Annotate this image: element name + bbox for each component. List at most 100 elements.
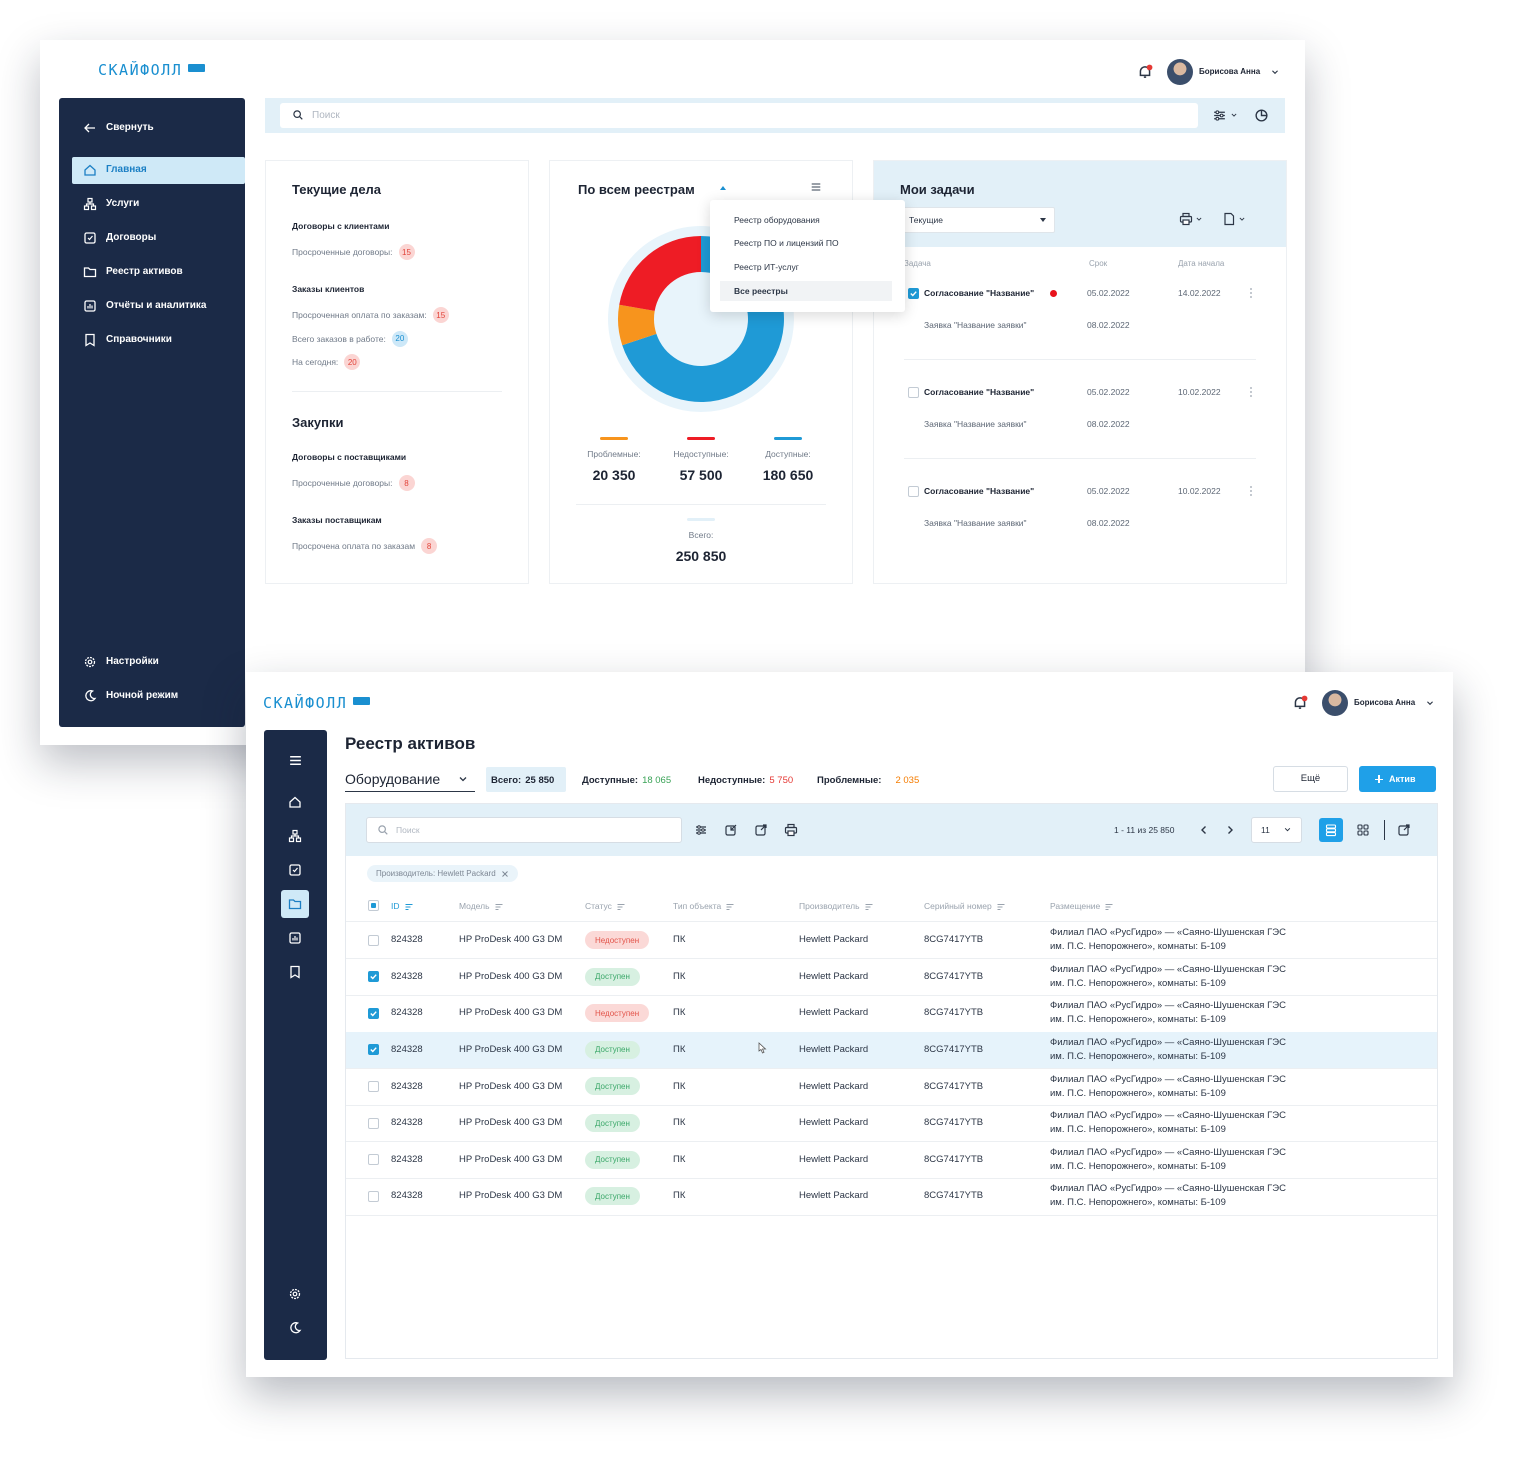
nav-item[interactable]: Реестр активов xyxy=(106,266,183,277)
search-input[interactable]: Поиск xyxy=(280,103,1198,128)
toolbar-button[interactable] xyxy=(754,823,768,837)
nav-item[interactable]: Справочники xyxy=(106,334,172,345)
export-button[interactable] xyxy=(1222,212,1236,226)
checkbox[interactable] xyxy=(908,386,919,398)
sort-icon[interactable] xyxy=(865,903,873,911)
registry-caret[interactable] xyxy=(720,186,726,190)
column-header[interactable]: Срок xyxy=(1089,259,1108,268)
search-input[interactable]: Поиск xyxy=(366,817,682,843)
avatar[interactable] xyxy=(1322,690,1348,716)
asset-id[interactable]: 824328 xyxy=(391,1080,423,1092)
checkbox[interactable] xyxy=(368,1080,379,1092)
column-header[interactable]: Задача xyxy=(904,259,931,268)
menu-toggle[interactable] xyxy=(288,753,303,768)
checkbox[interactable] xyxy=(368,1044,379,1056)
view-list[interactable] xyxy=(1324,823,1338,837)
request-name[interactable]: Заявка "Название заявки" xyxy=(924,319,1027,330)
nav-icon[interactable] xyxy=(288,1287,302,1301)
checkbox[interactable] xyxy=(368,934,379,946)
next-page[interactable] xyxy=(1223,823,1237,837)
page-size-select[interactable]: 11 xyxy=(1251,817,1302,843)
nav-item[interactable]: Настройки xyxy=(106,656,159,667)
notification-bell[interactable] xyxy=(1292,695,1308,711)
print-caret[interactable] xyxy=(1194,214,1204,224)
sort-icon[interactable] xyxy=(1105,903,1113,911)
checkbox[interactable] xyxy=(908,287,919,299)
more-button[interactable]: Ещё xyxy=(1273,766,1348,792)
toolbar-button[interactable] xyxy=(724,823,738,837)
nav-item[interactable]: Отчёты и аналитика xyxy=(106,300,207,311)
nav-item-active[interactable] xyxy=(281,890,309,918)
filter-button[interactable] xyxy=(1212,108,1227,123)
column-header[interactable]: Дата начала xyxy=(1178,259,1225,268)
column-header[interactable]: Статус xyxy=(585,902,625,911)
filter-caret[interactable] xyxy=(1229,110,1239,120)
task-filter-select[interactable]: Текущие xyxy=(901,207,1055,233)
nav-icon[interactable] xyxy=(288,965,302,979)
add-asset-button[interactable]: Актив xyxy=(1359,766,1436,792)
user-name[interactable]: Борисова Анна xyxy=(1354,698,1416,707)
column-header[interactable]: Модель xyxy=(459,902,503,911)
task-name[interactable]: Согласование "Название" xyxy=(924,287,1035,298)
asset-id[interactable]: 824328 xyxy=(391,934,423,946)
request-name[interactable]: Заявка "Название заявки" xyxy=(924,418,1027,429)
asset-id[interactable]: 824328 xyxy=(391,1190,423,1202)
nav-item[interactable]: Договоры xyxy=(106,232,157,243)
collapse-button[interactable]: Свернуть xyxy=(106,122,154,133)
sort-icon[interactable] xyxy=(997,903,1005,911)
nav-icon[interactable] xyxy=(288,795,302,809)
nav-icon[interactable] xyxy=(83,265,97,279)
nav-icon[interactable] xyxy=(288,897,302,911)
nav-icon[interactable] xyxy=(288,829,302,843)
nav-icon[interactable] xyxy=(83,197,97,211)
nav-icon[interactable] xyxy=(83,163,97,177)
nav-icon[interactable] xyxy=(83,689,97,703)
counter-row[interactable]: На сегодня: 20 xyxy=(292,354,361,370)
user-name[interactable]: Борисова Анна xyxy=(1199,67,1261,76)
notification-bell[interactable] xyxy=(1137,64,1153,80)
view-list-active[interactable] xyxy=(1319,818,1343,842)
column-header[interactable]: Производитель xyxy=(799,902,873,911)
category-select[interactable]: Оборудование xyxy=(345,771,441,787)
card-title[interactable]: По всем реестрам xyxy=(578,181,695,197)
sort-icon[interactable] xyxy=(405,903,413,911)
asset-id[interactable]: 824328 xyxy=(391,1007,423,1019)
counter-row[interactable]: Просроченные договоры: 15 xyxy=(292,244,415,260)
task-menu[interactable] xyxy=(1244,286,1258,300)
request-name[interactable]: Заявка "Название заявки" xyxy=(924,517,1027,528)
view-settings[interactable] xyxy=(1397,823,1411,837)
nav-item[interactable]: Услуги xyxy=(106,198,140,209)
column-header[interactable]: Серийный номер xyxy=(924,902,1005,911)
dropdown-item[interactable]: Реестр оборудования xyxy=(734,214,820,225)
nav-icon[interactable] xyxy=(83,299,97,313)
dropdown-item[interactable]: Реестр ПО и лицензий ПО xyxy=(734,238,839,249)
column-header[interactable]: Размещение xyxy=(1050,902,1113,911)
checkbox[interactable] xyxy=(908,485,919,497)
task-name[interactable]: Согласование "Название" xyxy=(924,485,1035,496)
nav-icon[interactable] xyxy=(83,655,97,669)
counter-row[interactable]: Просроченная оплата по заказам: 15 xyxy=(292,307,449,323)
filter-chip[interactable]: Производитель: Hewlett Packard xyxy=(367,865,518,882)
checkbox[interactable] xyxy=(368,1154,379,1166)
column-header[interactable]: ID xyxy=(391,902,413,911)
filter-chip-remove[interactable] xyxy=(501,870,509,878)
counter-row[interactable]: Всего заказов в работе: 20 xyxy=(292,330,408,347)
donut-segment[interactable] xyxy=(619,236,701,311)
dropdown-item-active[interactable] xyxy=(720,281,892,302)
collapse-icon[interactable] xyxy=(83,121,97,135)
checkbox[interactable] xyxy=(368,1117,379,1129)
checkbox[interactable] xyxy=(368,1190,379,1202)
prev-page[interactable] xyxy=(1197,823,1211,837)
nav-item[interactable]: Главная xyxy=(106,164,147,175)
column-header[interactable]: Тип объекта xyxy=(673,902,734,911)
nav-item-active[interactable] xyxy=(72,157,245,184)
avatar[interactable] xyxy=(1167,59,1193,85)
toolbar-button[interactable] xyxy=(694,823,708,837)
donut-segment[interactable] xyxy=(618,304,657,346)
dropdown-item[interactable]: Все реестры xyxy=(734,285,788,296)
view-grid[interactable] xyxy=(1356,823,1370,837)
nav-icon[interactable] xyxy=(288,931,302,945)
card-menu[interactable] xyxy=(810,181,822,193)
sort-icon[interactable] xyxy=(726,903,734,911)
task-name[interactable]: Согласование "Название" xyxy=(924,386,1035,397)
